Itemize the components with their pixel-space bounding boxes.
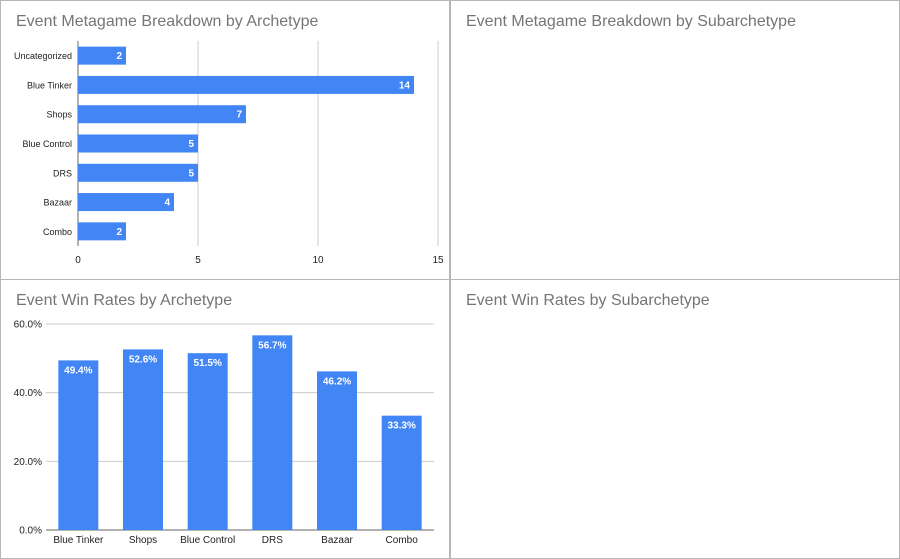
chart-title: Event Metagame Breakdown by Subarchetype bbox=[466, 13, 796, 30]
chart-title: Event Win Rates by Archetype bbox=[16, 292, 233, 309]
bar bbox=[381, 415, 422, 530]
category-label: DRS bbox=[262, 535, 283, 546]
data-label: 2 bbox=[116, 51, 122, 62]
chart-panel-subarchetype-win-rates: Event Win Rates by Subarchetype 0.0%20.0… bbox=[450, 279, 900, 559]
data-label: 14 bbox=[399, 80, 411, 91]
chart-title: Event Metagame Breakdown by Archetype bbox=[16, 13, 319, 30]
x-tick-label: 0 bbox=[75, 255, 81, 266]
category-label: Combo bbox=[386, 535, 419, 546]
category-label: Bazaar bbox=[43, 198, 72, 208]
x-tick-label: 5 bbox=[195, 255, 201, 266]
category-label: Bazaar bbox=[321, 535, 353, 546]
bar bbox=[78, 105, 246, 124]
data-label: 5 bbox=[188, 139, 194, 150]
data-label: 51.5% bbox=[193, 358, 221, 369]
chart-panel-subarchetype-breakdown: Event Metagame Breakdown by Subarchetype… bbox=[450, 0, 900, 280]
data-label: 2 bbox=[116, 227, 122, 238]
data-label: 52.6% bbox=[129, 354, 157, 365]
x-tick-label: 10 bbox=[312, 255, 324, 266]
bar-chart-subarchetype-win-rates: 0.0%20.0%40.0%60.0%80.0%41.2%OtherBlueTi… bbox=[451, 280, 899, 558]
y-tick-label: 40.0% bbox=[14, 388, 42, 399]
bar-chart-subarchetype-breakdown: 02468Uncategorized7Other Blue Tinker68Ca… bbox=[451, 1, 899, 279]
category-label: Combo bbox=[43, 227, 72, 237]
bar bbox=[123, 349, 163, 530]
bar bbox=[78, 46, 126, 65]
bar bbox=[317, 371, 357, 530]
category-label: DRS bbox=[53, 168, 72, 178]
category-label: Blue Control bbox=[22, 139, 72, 149]
x-tick-label: 15 bbox=[432, 255, 444, 266]
data-label: 56.7% bbox=[258, 340, 286, 351]
y-tick-label: 0.0% bbox=[19, 526, 42, 537]
category-label: Blue Tinker bbox=[27, 80, 72, 90]
data-label: 33.3% bbox=[387, 421, 415, 432]
bar bbox=[78, 134, 198, 153]
y-tick-label: 20.0% bbox=[14, 457, 42, 468]
chart-panel-archetype-breakdown: Event Metagame Breakdown by Archetype 0 5… bbox=[0, 0, 450, 280]
data-label: 4 bbox=[164, 198, 170, 209]
bar bbox=[58, 360, 99, 530]
bar-chart-archetype-breakdown: 0 5 10 15 Uncategorized 2 Blue Tinker 14 Shops 7 B… bbox=[14, 41, 444, 266]
category-label: Shops bbox=[46, 110, 72, 120]
data-label: 7 bbox=[236, 110, 242, 121]
bar bbox=[78, 75, 414, 94]
chart-panel-archetype-win-rates: Event Win Rates by Archetype 0.0% 20.0% 40… bbox=[0, 279, 450, 559]
category-label: Uncategorized bbox=[14, 51, 72, 61]
category-label: Blue Control bbox=[180, 535, 235, 546]
bar bbox=[187, 353, 228, 530]
bar-chart-archetype-win-rates: 0.0% 20.0% 40.0% 60.0% 49.4% Blue Tinker 52.6%… bbox=[14, 320, 434, 546]
category-label: Shops bbox=[129, 535, 157, 546]
category-label: Blue Tinker bbox=[53, 535, 104, 546]
data-label: 46.2% bbox=[323, 376, 351, 387]
y-tick-label: 60.0% bbox=[14, 320, 42, 331]
data-label: 5 bbox=[188, 168, 194, 179]
bar bbox=[78, 193, 174, 212]
chart-title: Event Win Rates by Subarchetype bbox=[466, 292, 710, 309]
bar bbox=[78, 163, 198, 182]
bar bbox=[252, 335, 293, 530]
data-label: 49.4% bbox=[64, 365, 92, 376]
bar bbox=[78, 222, 126, 241]
